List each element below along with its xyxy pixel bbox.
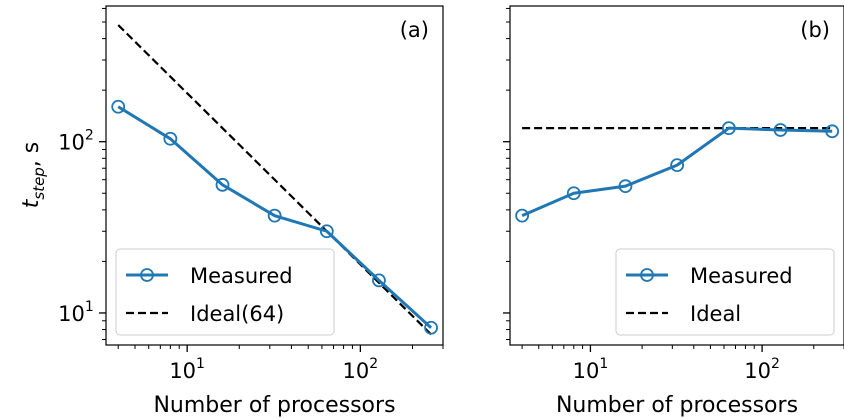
x-tick-label-base: 10 xyxy=(573,359,600,383)
legend-label: Ideal(64) xyxy=(190,302,284,326)
y-tick-label: 101 xyxy=(58,299,94,326)
x-tick-label: 102 xyxy=(744,356,780,383)
legend: Measured Ideal(64) xyxy=(115,248,335,336)
x-tick-label-base: 10 xyxy=(343,359,370,383)
x-tick-label-exponent: 2 xyxy=(369,356,378,372)
x-axis-label: Number of processors xyxy=(153,393,395,418)
legend-box xyxy=(615,248,835,336)
panel-b: 101 102(b)Number of processorsMeasuredIde… xyxy=(503,5,844,418)
y-axis-label-unit: , s xyxy=(19,142,44,167)
y-tick-label-base: 10 xyxy=(58,131,85,155)
data-point xyxy=(825,124,840,139)
series-line-ideal xyxy=(117,24,432,336)
y-tick-label-exponent: 2 xyxy=(85,128,94,144)
data-point xyxy=(319,224,334,239)
legend: Measured Ideal xyxy=(615,248,835,336)
x-tick-label-exponent: 1 xyxy=(196,356,205,372)
data-point xyxy=(618,179,633,194)
legend-label: Ideal xyxy=(690,302,741,326)
data-point xyxy=(515,208,530,223)
data-point xyxy=(111,99,126,114)
y-axis-label-main: t xyxy=(19,198,44,208)
y-axis-label-subscript: step xyxy=(30,167,48,199)
x-tick-label-exponent: 1 xyxy=(599,356,608,372)
y-axis-label: tstep, s xyxy=(19,142,48,209)
legend-swatch-marker xyxy=(140,268,154,282)
legend-box xyxy=(115,248,335,336)
legend-label: Measured xyxy=(690,264,793,288)
data-point xyxy=(670,158,685,173)
x-tick-label-base: 10 xyxy=(169,359,196,383)
x-tick-label-exponent: 2 xyxy=(771,356,780,372)
x-tick-label-base: 10 xyxy=(744,359,771,383)
legend-swatch-marker xyxy=(640,268,654,282)
legend-label: Measured xyxy=(190,264,293,288)
data-point xyxy=(372,273,386,288)
plot-frame xyxy=(105,5,444,346)
panel-label: (a) xyxy=(400,18,429,42)
plot-frame xyxy=(509,5,844,346)
x-tick-label: 101 xyxy=(169,356,205,383)
data-point xyxy=(424,320,438,335)
x-tick-label: 102 xyxy=(343,356,379,383)
data-point xyxy=(566,186,581,201)
series-line-measured xyxy=(521,126,833,218)
x-tick-label: 101 xyxy=(573,356,609,383)
series-line-measured xyxy=(117,105,433,329)
data-point xyxy=(163,131,178,146)
data-point xyxy=(721,121,736,136)
y-tick-label-base: 10 xyxy=(58,302,85,326)
panel-label: (b) xyxy=(800,18,830,42)
data-point xyxy=(267,208,282,223)
data-point xyxy=(215,177,230,192)
data-point xyxy=(773,123,788,137)
x-axis-label: Number of processors xyxy=(556,393,798,418)
y-tick-label-exponent: 1 xyxy=(85,299,94,315)
y-tick-label: 102 xyxy=(58,128,94,155)
